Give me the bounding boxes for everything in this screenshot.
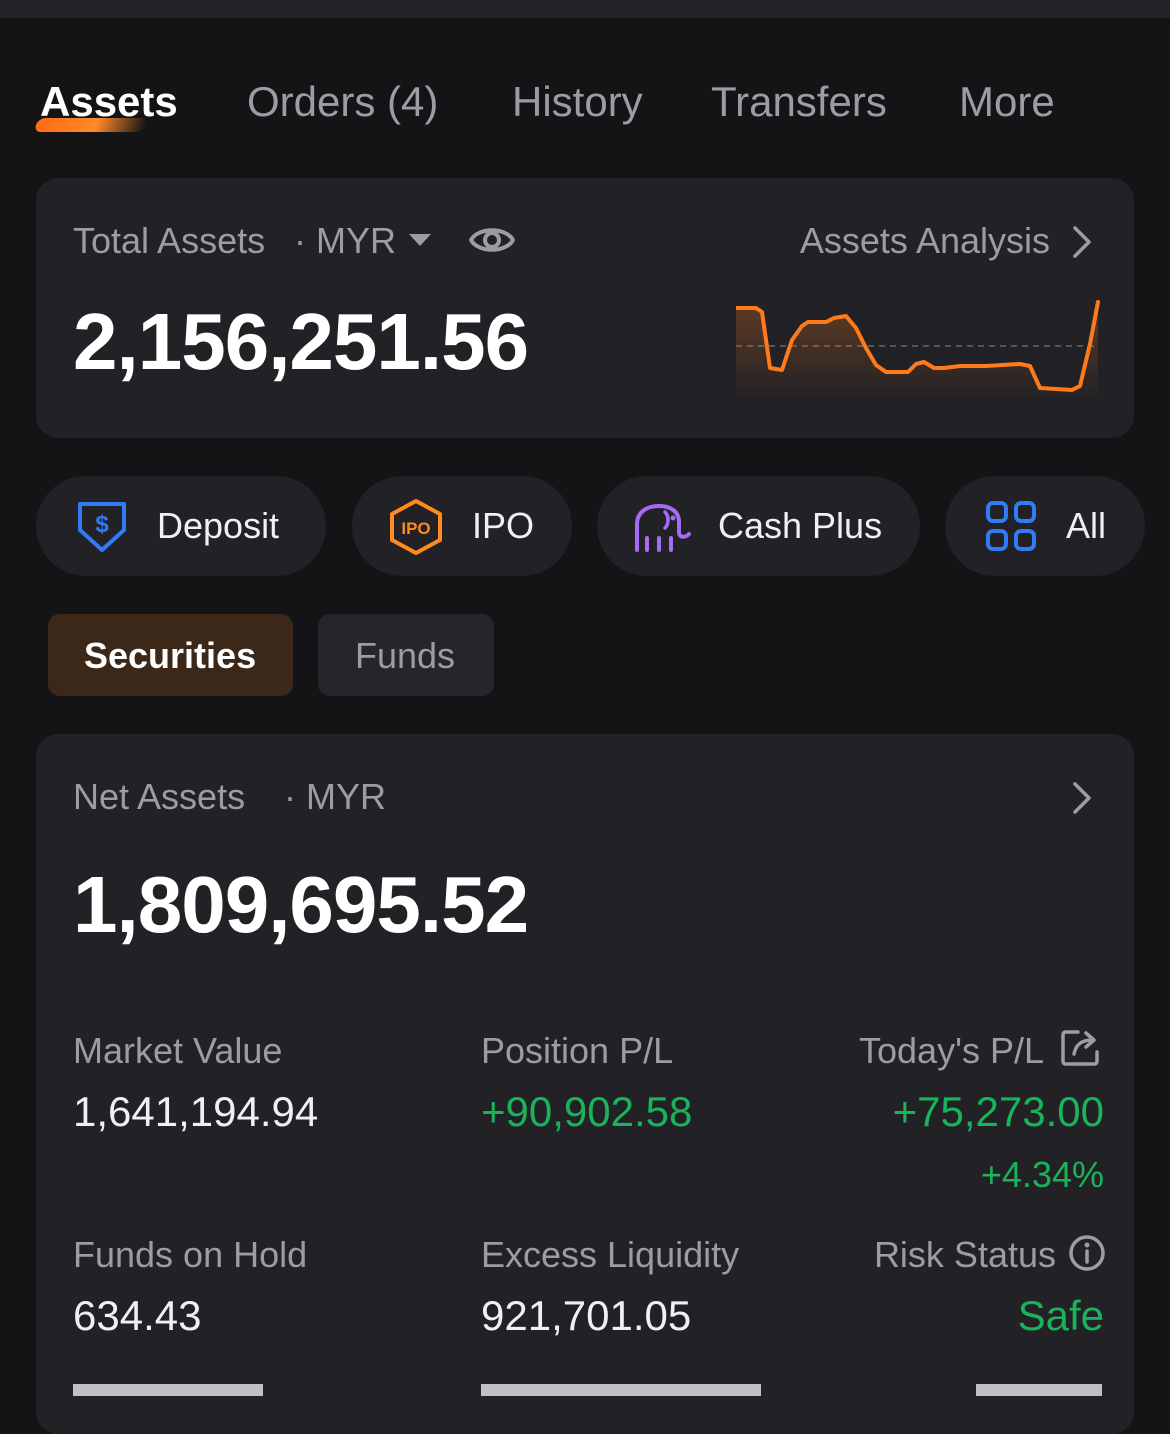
- segment-funds-label: Funds: [355, 635, 456, 676]
- risk-status-value: Safe: [1017, 1292, 1104, 1339]
- chevron-right-icon[interactable]: [1070, 780, 1094, 816]
- deposit-button[interactable]: $ Deposit: [36, 476, 326, 576]
- total-assets-value: 2,156,251.56: [73, 297, 529, 386]
- active-tab-indicator: [33, 118, 149, 132]
- market-value-label: Market Value: [73, 1030, 283, 1071]
- net-assets-currency: · MYR: [284, 776, 386, 817]
- funds-on-hold-value: 634.43: [73, 1292, 202, 1339]
- info-icon[interactable]: [1068, 1234, 1106, 1272]
- tab-assets[interactable]: Assets: [40, 78, 178, 125]
- market-value: 1,641,194.94: [73, 1088, 319, 1135]
- elephant-icon: [635, 504, 691, 552]
- net-assets-card[interactable]: Net Assets · MYR 1,809,695.52 Market Val…: [36, 734, 1134, 1434]
- todays-pl-percent: +4.34%: [980, 1154, 1104, 1195]
- assets-analysis-link[interactable]: Assets Analysis: [799, 220, 1050, 261]
- tab-history[interactable]: History: [512, 78, 643, 125]
- ipo-label: IPO: [472, 505, 535, 546]
- net-assets-label: Net Assets: [73, 776, 246, 817]
- tab-more[interactable]: More: [959, 78, 1055, 125]
- deposit-label: Deposit: [157, 505, 280, 546]
- caret-down-icon[interactable]: [409, 234, 431, 246]
- cash-plus-button[interactable]: Cash Plus: [597, 476, 920, 576]
- svg-text:$: $: [95, 511, 109, 538]
- svg-text:IPO: IPO: [401, 519, 430, 538]
- segment-funds[interactable]: Funds: [318, 614, 494, 696]
- chevron-right-icon[interactable]: [1070, 224, 1094, 260]
- excess-liquidity-value: 921,701.05: [481, 1292, 692, 1339]
- grid-icon: [986, 501, 1036, 551]
- cash-plus-label: Cash Plus: [718, 505, 883, 546]
- next-row-label-clipped: [481, 1384, 761, 1396]
- next-row-label-clipped: [73, 1384, 263, 1396]
- position-pl-label: Position P/L: [481, 1030, 674, 1071]
- next-row-label-clipped: [976, 1384, 1102, 1396]
- status-strip: [0, 0, 1170, 18]
- excess-liquidity-label: Excess Liquidity: [481, 1234, 740, 1275]
- total-assets-card: Total Assets · MYR Assets Analysis 2,156…: [36, 178, 1134, 438]
- assets-sparkline[interactable]: [736, 300, 1102, 400]
- deposit-icon: $: [78, 502, 126, 552]
- total-assets-label: Total Assets: [73, 220, 266, 261]
- ipo-button[interactable]: IPO IPO: [352, 476, 572, 576]
- segment-securities[interactable]: Securities: [48, 614, 293, 696]
- net-assets-value: 1,809,695.52: [73, 860, 529, 949]
- share-icon[interactable]: [1060, 1028, 1102, 1068]
- all-label: All: [1066, 505, 1107, 546]
- eye-icon[interactable]: [468, 218, 516, 262]
- ipo-icon: IPO: [390, 499, 442, 555]
- todays-pl-value: +75,273.00: [892, 1088, 1104, 1135]
- position-pl-value: +90,902.58: [481, 1088, 693, 1135]
- segment-securities-label: Securities: [84, 635, 257, 676]
- funds-on-hold-label: Funds on Hold: [73, 1234, 308, 1275]
- tab-transfers[interactable]: Transfers: [711, 78, 887, 125]
- todays-pl-label: Today's P/L: [859, 1030, 1044, 1071]
- all-services-button[interactable]: All: [945, 476, 1145, 576]
- risk-status-label: Risk Status: [873, 1234, 1056, 1275]
- currency-selector[interactable]: · MYR: [294, 220, 396, 261]
- tab-orders[interactable]: Orders (4): [247, 78, 439, 125]
- top-tabs: Assets Orders (4) History Transfers More: [0, 78, 1170, 138]
